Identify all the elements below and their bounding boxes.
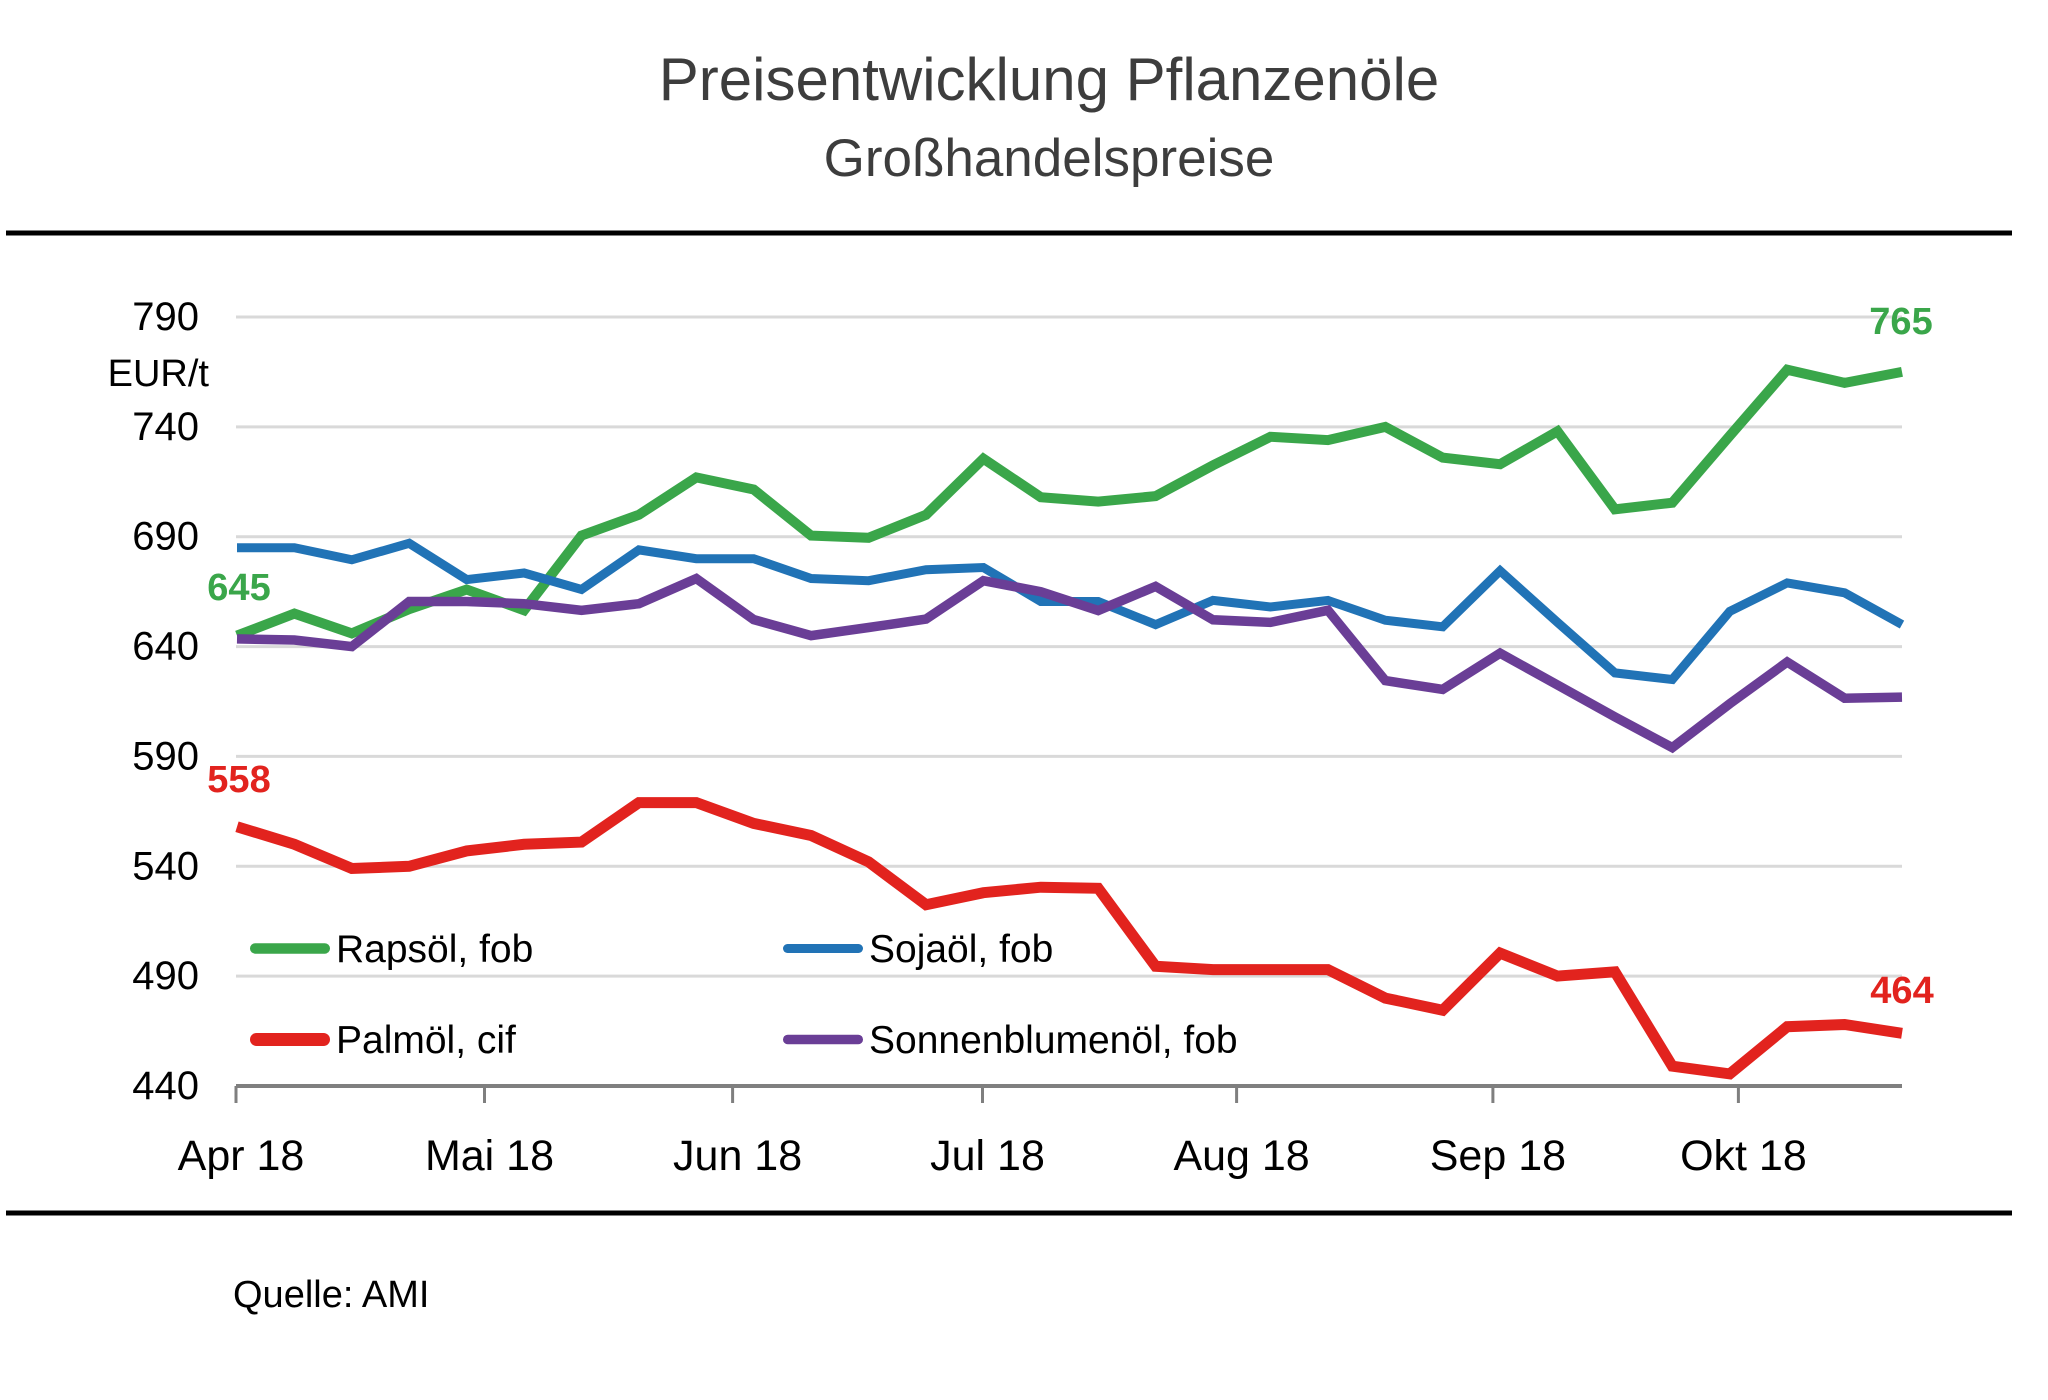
- svg-text:740: 740: [132, 405, 199, 449]
- svg-text:558: 558: [207, 759, 270, 801]
- svg-text:490: 490: [132, 954, 199, 998]
- svg-text:590: 590: [132, 734, 199, 778]
- svg-text:540: 540: [132, 844, 199, 888]
- svg-text:Mai 18: Mai 18: [425, 1132, 554, 1180]
- svg-text:440: 440: [132, 1064, 199, 1108]
- svg-text:Jun 18: Jun 18: [673, 1132, 802, 1180]
- svg-text:Preisentwicklung Pflanzenöle: Preisentwicklung Pflanzenöle: [659, 46, 1439, 113]
- svg-text:765: 765: [1869, 301, 1932, 343]
- svg-text:690: 690: [132, 515, 199, 559]
- svg-text:Großhandelspreise: Großhandelspreise: [824, 129, 1275, 188]
- svg-text:Palmöl, cif: Palmöl, cif: [336, 1019, 516, 1062]
- svg-text:Sojaöl, fob: Sojaöl, fob: [869, 928, 1053, 971]
- svg-text:Sonnenblumenöl, fob: Sonnenblumenöl, fob: [869, 1019, 1238, 1062]
- svg-text:EUR/t: EUR/t: [108, 353, 210, 395]
- svg-text:464: 464: [1870, 970, 1933, 1012]
- svg-text:Jul 18: Jul 18: [930, 1132, 1045, 1180]
- svg-text:790: 790: [132, 295, 199, 339]
- svg-text:Sep 18: Sep 18: [1430, 1132, 1566, 1180]
- svg-text:Quelle: AMI: Quelle: AMI: [233, 1274, 429, 1316]
- svg-text:Apr 18: Apr 18: [178, 1132, 305, 1180]
- svg-text:Okt 18: Okt 18: [1680, 1132, 1807, 1180]
- svg-text:Rapsöl, fob: Rapsöl, fob: [336, 928, 533, 971]
- svg-text:Aug 18: Aug 18: [1173, 1132, 1309, 1180]
- svg-text:640: 640: [132, 625, 199, 669]
- svg-text:645: 645: [207, 567, 270, 609]
